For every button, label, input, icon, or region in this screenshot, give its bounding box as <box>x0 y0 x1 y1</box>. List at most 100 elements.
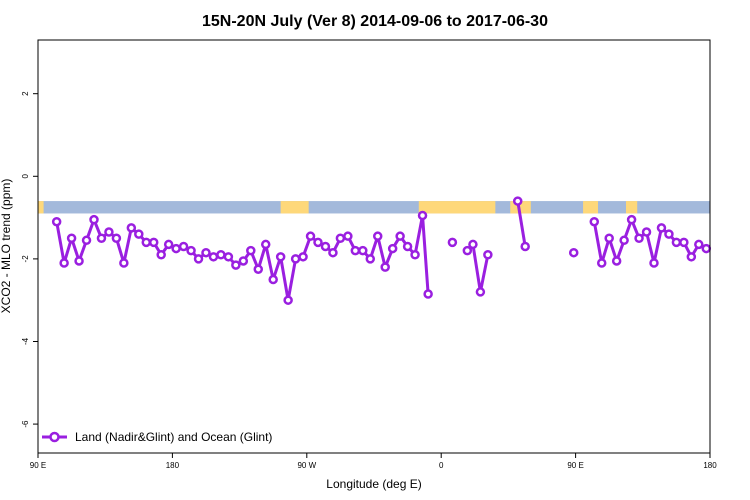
data-point <box>178 241 189 252</box>
chart-title: 15N-20N July (Ver 8) 2014-09-06 to 2017-… <box>202 13 548 30</box>
data-point <box>51 216 62 227</box>
data-point <box>328 247 338 258</box>
data-point <box>104 227 114 237</box>
y-tick-label: -6 <box>21 420 30 428</box>
data-point <box>365 254 376 264</box>
data-point <box>253 264 264 274</box>
data-point <box>134 229 144 239</box>
data-point <box>649 258 659 268</box>
data-point <box>402 241 413 252</box>
data-point <box>656 223 667 233</box>
data-point <box>246 245 256 256</box>
data-point <box>201 247 211 258</box>
data-point <box>626 214 637 225</box>
x-axis: 90 E 180 90 W 0 90 E 180 <box>30 453 717 470</box>
data-point <box>641 227 652 237</box>
data-point <box>81 235 92 246</box>
data-point <box>96 233 107 243</box>
data-point <box>694 239 704 250</box>
data-point <box>208 252 219 262</box>
data-series <box>51 196 712 305</box>
data-point <box>343 231 353 241</box>
land-segment <box>583 201 598 214</box>
data-point <box>475 287 486 297</box>
land-segment <box>418 201 496 214</box>
data-point <box>395 231 405 241</box>
series-line <box>516 200 527 247</box>
land-segment <box>38 201 44 214</box>
data-point <box>462 245 473 256</box>
y-tick-label: 0 <box>21 174 30 179</box>
data-point <box>483 250 493 260</box>
data-point <box>372 231 383 241</box>
x-tick-label: 90 E <box>30 461 46 470</box>
land-segment <box>280 201 309 214</box>
data-point <box>216 250 226 260</box>
series-line <box>592 218 707 265</box>
data-point <box>156 250 166 260</box>
data-point <box>126 223 137 233</box>
data-point <box>679 237 689 248</box>
land-ocean-strip <box>38 201 710 214</box>
data-point <box>260 239 271 250</box>
data-point <box>231 260 241 270</box>
x-axis-label: Longitude (deg E) <box>326 477 421 491</box>
data-point <box>290 254 301 264</box>
data-point <box>223 252 234 262</box>
data-point <box>148 237 159 248</box>
data-point <box>298 252 308 262</box>
data-point <box>520 241 530 252</box>
data-point <box>686 252 697 262</box>
x-tick-label: 180 <box>703 461 717 470</box>
x-tick-label: 90 E <box>567 461 583 470</box>
data-point <box>387 243 398 254</box>
data-point <box>163 239 174 250</box>
legend: Land (Nadir&Glint) and Ocean (Glint) <box>42 430 272 444</box>
data-point <box>611 256 622 266</box>
data-point <box>634 233 644 243</box>
data-point <box>66 233 77 243</box>
x-tick-label: 180 <box>166 461 180 470</box>
ocean-band <box>38 201 710 214</box>
data-point <box>671 237 682 248</box>
data-point <box>305 231 316 241</box>
data-point <box>596 258 607 268</box>
data-point <box>417 210 428 221</box>
data-point <box>619 235 629 246</box>
y-tick-label: -2 <box>21 255 30 263</box>
legend-marker <box>49 431 60 443</box>
data-point <box>410 250 420 260</box>
data-point <box>380 262 390 272</box>
data-point <box>268 274 278 285</box>
data-point <box>119 258 129 268</box>
data-point <box>512 196 523 206</box>
land-segment <box>626 201 638 214</box>
data-point <box>358 245 368 256</box>
data-point <box>335 233 346 243</box>
data-point <box>313 237 323 248</box>
data-point <box>238 256 249 266</box>
data-point <box>589 216 600 227</box>
data-point <box>89 214 99 225</box>
data-point <box>171 243 181 254</box>
y-axis: 2 0 -2 -4 -6 <box>21 91 38 428</box>
data-point <box>423 289 433 299</box>
data-point <box>664 229 674 239</box>
y-tick-label: 2 <box>21 91 30 96</box>
x-tick-label: 90 W <box>297 461 316 470</box>
data-point <box>568 247 579 258</box>
y-axis-label: XCO2 - MLO trend (ppm) <box>0 179 13 314</box>
data-point <box>604 233 614 243</box>
legend-label: Land (Nadir&Glint) and Ocean (Glint) <box>75 430 272 444</box>
data-point <box>320 241 331 252</box>
plot-frame <box>37 39 711 454</box>
data-point <box>447 237 458 248</box>
data-point <box>350 245 361 256</box>
data-point <box>468 239 478 250</box>
y-tick-label: -4 <box>21 337 30 345</box>
data-point <box>111 233 122 243</box>
data-point <box>59 258 69 268</box>
data-point <box>141 237 152 248</box>
x-tick-label: 0 <box>439 461 444 470</box>
